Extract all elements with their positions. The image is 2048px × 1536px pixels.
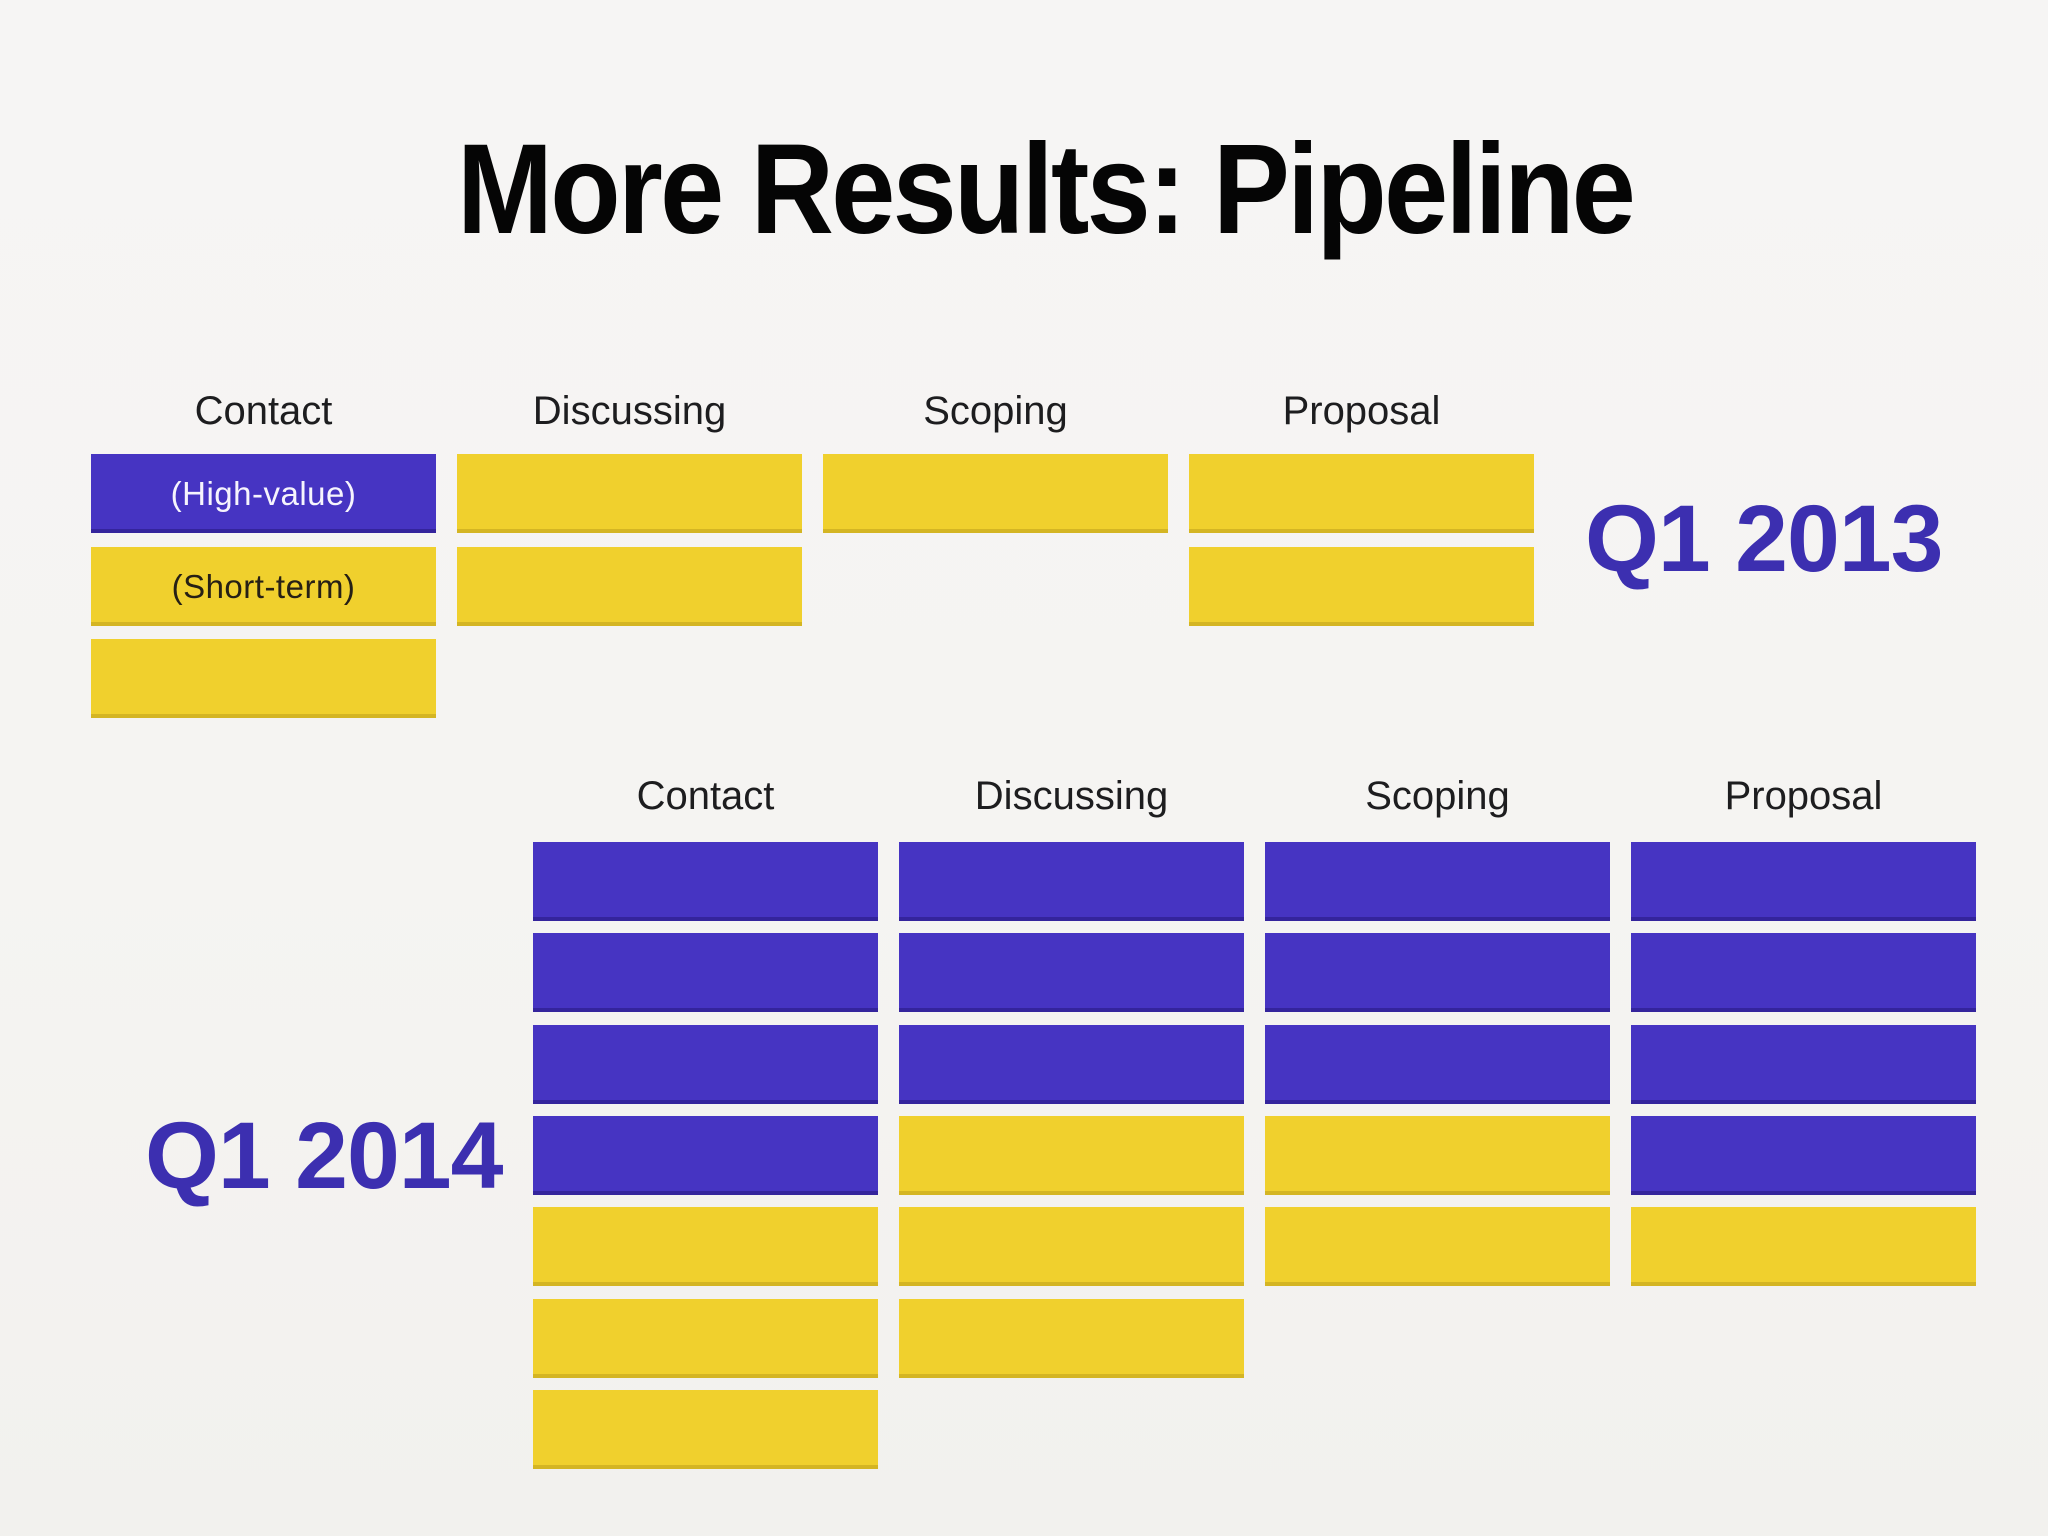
- stage-header-proposal: Proposal: [1282, 389, 1441, 433]
- pipeline-bar-short-term: [533, 1207, 878, 1286]
- pipeline-bar-short-term: [1189, 547, 1534, 626]
- pipeline-bar-high-value: [1631, 842, 1976, 921]
- pipeline-bar-short-term: [899, 1207, 1244, 1286]
- pipeline-bar-high-value: [533, 1116, 878, 1195]
- pipeline-bar-short-term: [899, 1299, 1244, 1378]
- stage-header-contact: Contact: [636, 774, 775, 818]
- pipeline-bar-short-term: [457, 454, 802, 533]
- pipeline-bar-high-value: [533, 933, 878, 1012]
- pipeline-bar-short-term: [91, 639, 436, 718]
- pipeline-bar-high-value: (High-value): [91, 454, 436, 533]
- pipeline-bar-short-term: [1265, 1207, 1610, 1286]
- stage-header-scoping: Scoping: [1365, 774, 1510, 818]
- pipeline-bar-high-value: [1265, 842, 1610, 921]
- pipeline-bar-short-term: [533, 1390, 878, 1469]
- pipeline-bar-high-value: [533, 1025, 878, 1104]
- pipeline-bar-short-term: [1189, 454, 1534, 533]
- pipeline-bar-high-value: [899, 1025, 1244, 1104]
- pipeline-bar-high-value: [533, 842, 878, 921]
- pipeline-bar-short-term: [823, 454, 1168, 533]
- year-label-q1-2013: Q1 2013: [1585, 486, 1943, 592]
- year-label-q1-2014: Q1 2014: [145, 1103, 503, 1209]
- slide-title-text: More Results: Pipeline: [456, 118, 1636, 261]
- stage-header-contact: Contact: [194, 389, 333, 433]
- pipeline-bar-short-term: [1631, 1207, 1976, 1286]
- stage-header-discussing: Discussing: [974, 774, 1169, 818]
- pipeline-bar-short-term: [899, 1116, 1244, 1195]
- pipeline-bar-high-value: [1631, 1116, 1976, 1195]
- pipeline-bar-high-value: [899, 842, 1244, 921]
- stage-header-discussing: Discussing: [532, 389, 727, 433]
- pipeline-bar-short-term: [1265, 1116, 1610, 1195]
- pipeline-bar-high-value: [899, 933, 1244, 1012]
- pipeline-bar-short-term: (Short-term): [91, 547, 436, 626]
- pipeline-bar-short-term: [533, 1299, 878, 1378]
- pipeline-bar-high-value: [1265, 1025, 1610, 1104]
- slide-title: More Results: Pipeline: [0, 126, 2048, 254]
- pipeline-bar-high-value: [1631, 933, 1976, 1012]
- pipeline-bar-short-term: [457, 547, 802, 626]
- pipeline-bar-high-value: [1631, 1025, 1976, 1104]
- stage-header-scoping: Scoping: [923, 389, 1068, 433]
- pipeline-bar-high-value: [1265, 933, 1610, 1012]
- stage-header-proposal: Proposal: [1724, 774, 1883, 818]
